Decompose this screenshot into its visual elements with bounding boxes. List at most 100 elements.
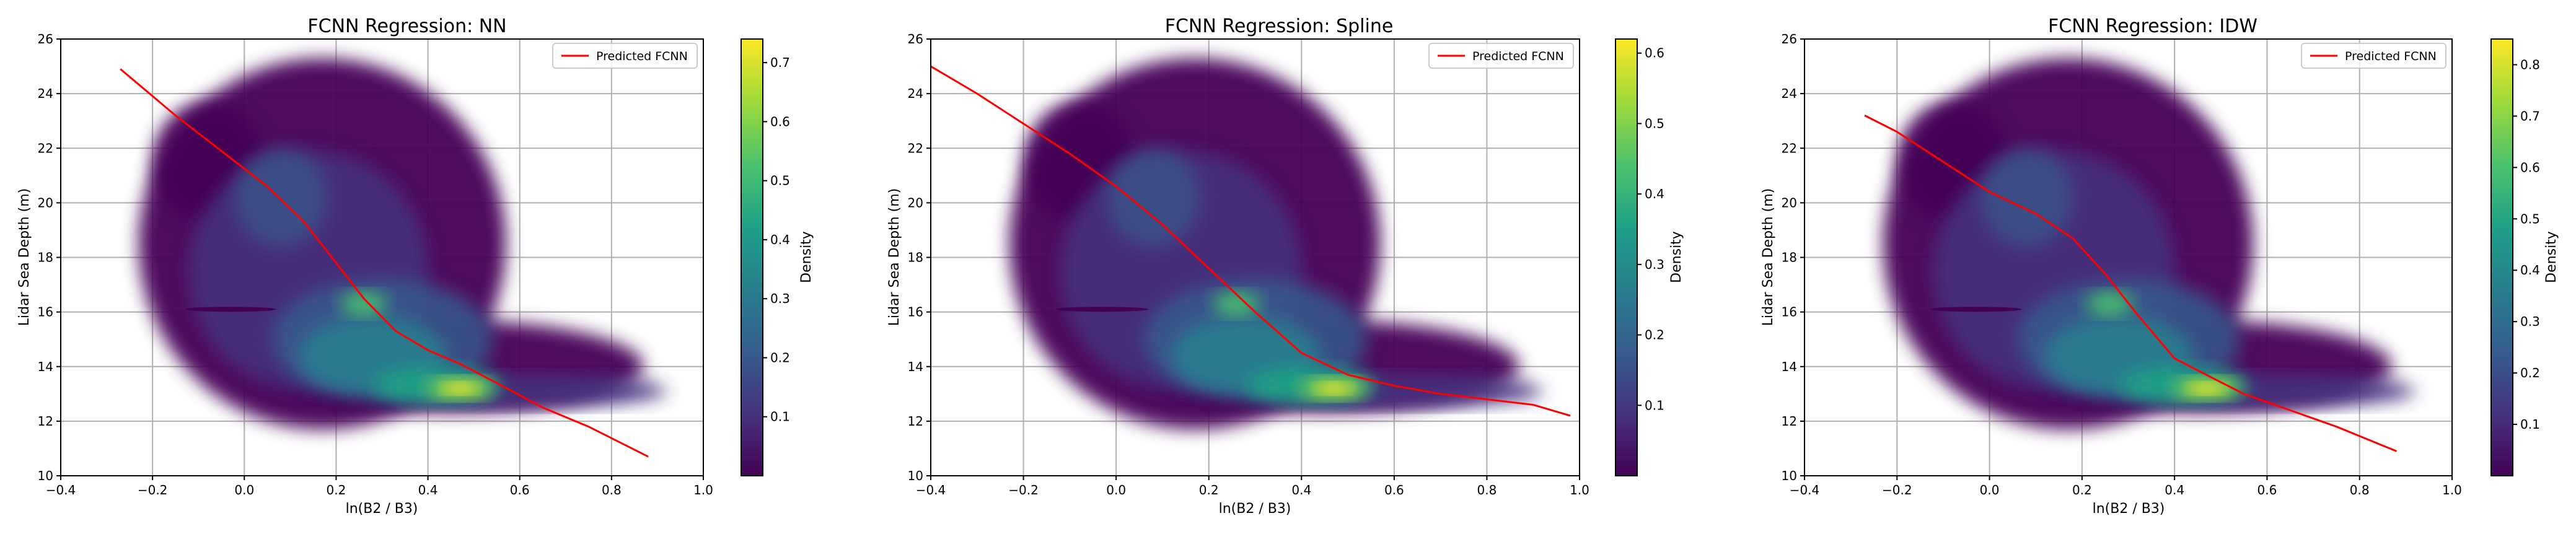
legend: Predicted FCNN [552, 43, 698, 69]
fit-line [1864, 115, 2397, 452]
density-region [2086, 291, 2133, 317]
colorbar-tick-label: 0.4 [770, 232, 790, 247]
x-tick-label: 1.0 [2442, 483, 2462, 497]
density-region [1317, 383, 1350, 394]
colorbar-label: Density [2544, 231, 2559, 283]
colorbar-tick-label: 0.1 [770, 409, 790, 424]
density-region [235, 148, 327, 247]
colorbar-tick-label: 0.5 [770, 173, 790, 188]
y-tick-label: 26 [908, 32, 923, 46]
legend: Predicted FCNN [2301, 43, 2446, 69]
x-axis-label: ln(B2 / B3) [346, 501, 418, 517]
x-tick-label: 1.0 [1570, 483, 1589, 497]
y-tick-label: 12 [1782, 414, 1797, 429]
density-region [1980, 148, 2073, 247]
colorbar-tick-label: 0.4 [1645, 186, 1664, 201]
density-region [1107, 148, 1200, 247]
y-tick-label: 16 [908, 305, 923, 320]
density-streak [1055, 307, 1149, 312]
colorbar-tick-label: 0.8 [2520, 57, 2540, 72]
colorbar-label: Density [799, 231, 814, 283]
legend-label: Predicted FCNN [1472, 50, 1564, 63]
y-tick-label: 12 [908, 414, 923, 429]
y-tick-label: 18 [908, 250, 923, 265]
x-tick-label: −0.2 [1882, 483, 1912, 497]
colorbar-tick-label: 0.1 [2520, 417, 2540, 432]
y-tick-label: 22 [1782, 141, 1797, 155]
legend-box [2301, 43, 2446, 69]
legend-box [552, 43, 698, 69]
x-tick-label: 0.2 [2072, 483, 2092, 497]
legend: Predicted FCNN [1428, 43, 1574, 69]
colorbar-tick-label: 0.5 [2520, 211, 2540, 226]
x-tick-label: 0.0 [1980, 483, 2000, 497]
density-streak [184, 307, 277, 312]
x-axis-ticks: −0.4 −0.2 0.0 0.2 0.4 0.6 0.8 1.0 [916, 476, 1589, 497]
y-tick-label: 20 [908, 195, 923, 210]
x-tick-label: 0.0 [1106, 483, 1126, 497]
colorbar: 0.1 0.2 0.3 0.4 0.5 0.6 0.7 0.8 Density [2490, 38, 2559, 476]
x-axis-label: ln(B2 / B3) [2093, 501, 2165, 517]
colorbar: 0.1 0.2 0.3 0.4 0.5 0.6 Density [1615, 38, 1684, 476]
y-tick-label: 10 [1782, 468, 1797, 483]
y-tick-label: 18 [38, 250, 53, 265]
x-tick-label: 0.6 [1384, 483, 1404, 497]
y-tick-label: 12 [38, 414, 53, 429]
x-tick-label: −0.2 [1008, 483, 1039, 497]
fit-line-layer [120, 68, 649, 458]
x-tick-label: −0.4 [916, 483, 946, 497]
x-axis-ticks: −0.4 −0.2 0.0 0.2 0.4 0.6 0.8 1.0 [1790, 476, 2462, 497]
x-tick-label: −0.2 [138, 483, 168, 497]
x-tick-label: 0.8 [602, 483, 622, 497]
density-region [1213, 291, 1260, 317]
density-scatter [138, 58, 667, 430]
density-scatter [1009, 58, 1543, 430]
y-tick-label: 22 [38, 141, 53, 155]
x-tick-label: 1.0 [693, 483, 713, 497]
y-tick-label: 26 [1782, 32, 1797, 46]
colorbar-ticks: 0.1 0.2 0.3 0.4 0.5 0.6 0.7 0.8 [2513, 57, 2540, 432]
legend-label: Predicted FCNN [2345, 50, 2437, 63]
colorbar: 0.1 0.2 0.3 0.4 0.5 0.6 0.7 Density [741, 38, 814, 476]
y-axis-ticks: 10 12 14 16 18 20 22 24 26 [38, 32, 61, 483]
y-tick-label: 20 [38, 195, 53, 210]
x-axis-ticks: −0.4 −0.2 0.0 0.2 0.4 0.6 0.8 1.0 [46, 476, 713, 497]
y-tick-label: 10 [38, 468, 53, 483]
y-tick-label: 14 [1782, 359, 1797, 374]
x-tick-label: 0.8 [2350, 483, 2370, 497]
chart-panel-idw: FCNN Regression: IDW −0.4 −0.2 0.0 0.2 0.4 0.… [1761, 15, 2559, 517]
x-tick-label: −0.4 [1790, 483, 1820, 497]
x-tick-label: 0.4 [1291, 483, 1311, 497]
colorbar-tick-label: 0.5 [1645, 116, 1664, 131]
chart-title: FCNN Regression: NN [307, 15, 506, 37]
colorbar-gradient [741, 38, 763, 476]
y-tick-label: 10 [908, 468, 923, 483]
legend-label: Predicted FCNN [596, 50, 688, 63]
chart-title: FCNN Regression: IDW [2048, 15, 2257, 37]
y-tick-label: 14 [38, 359, 53, 374]
x-tick-label: 0.4 [2165, 483, 2184, 497]
density-region [340, 291, 387, 317]
chart-title: FCNN Regression: Spline [1165, 15, 1394, 37]
colorbar-gradient [1615, 38, 1638, 476]
density-region [2191, 383, 2223, 394]
colorbar-gradient [2490, 38, 2513, 476]
x-tick-label: 0.6 [2257, 483, 2277, 497]
colorbar-tick-label: 0.3 [770, 291, 790, 306]
density-scatter [1883, 58, 2416, 430]
fit-line-layer [1864, 115, 2397, 452]
colorbar-tick-label: 0.2 [770, 350, 790, 365]
colorbar-tick-label: 0.1 [1645, 398, 1664, 413]
colorbar-tick-label: 0.3 [2520, 314, 2540, 329]
density-region [444, 383, 477, 394]
chart-panel-spline: FCNN Regression: Spline −0.4 −0.2 0.0 0.2 0.… [887, 15, 1684, 517]
y-tick-label: 16 [38, 305, 53, 320]
colorbar-tick-label: 0.7 [770, 55, 790, 70]
density-streak [1929, 307, 2022, 312]
colorbar-tick-label: 0.6 [1645, 46, 1664, 61]
fit-line-layer [930, 65, 1571, 417]
y-axis-ticks: 10 12 14 16 18 20 22 24 26 [908, 32, 931, 483]
y-tick-label: 18 [1782, 250, 1797, 265]
colorbar-tick-label: 0.6 [2520, 160, 2540, 175]
